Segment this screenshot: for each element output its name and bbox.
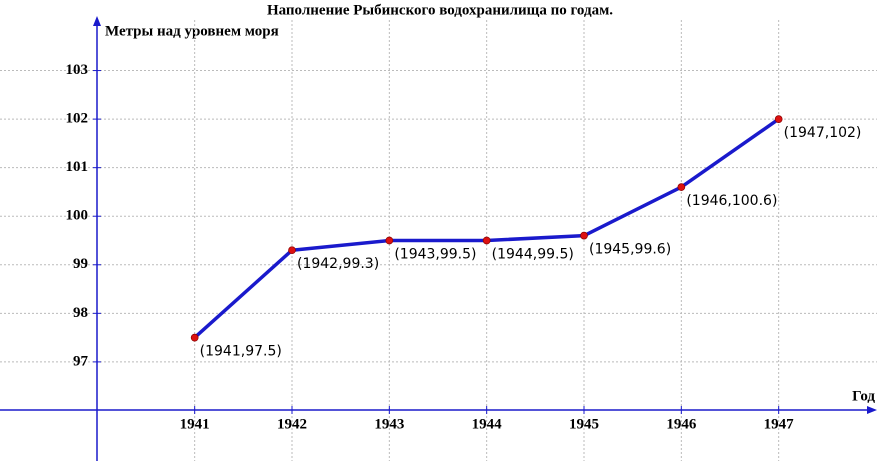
y-tick-label: 98 bbox=[73, 305, 88, 321]
data-label: (1946,100.6) bbox=[686, 193, 777, 209]
x-tick-label: 1945 bbox=[569, 416, 599, 432]
y-tick-label: 100 bbox=[66, 208, 89, 224]
x-tick-label: 1942 bbox=[277, 416, 307, 432]
data-label: (1945,99.6) bbox=[589, 242, 671, 258]
y-tick-label: 103 bbox=[66, 62, 89, 78]
point bbox=[288, 246, 296, 255]
data-label: (1943,99.5) bbox=[394, 247, 476, 263]
point bbox=[482, 236, 491, 245]
x-axis-label: Год bbox=[852, 388, 875, 404]
x-tick-label: 1941 bbox=[180, 416, 210, 432]
x-tick-label: 1946 bbox=[666, 416, 697, 432]
point bbox=[190, 333, 199, 342]
point bbox=[580, 231, 588, 240]
point bbox=[385, 236, 394, 245]
data-label: (1941,97.5) bbox=[200, 344, 282, 360]
x-axis-arrow bbox=[867, 406, 877, 414]
y-tick-label: 101 bbox=[66, 159, 89, 175]
y-tick-label: 97 bbox=[73, 353, 89, 369]
y-tick-label: 102 bbox=[66, 111, 89, 127]
y-axis-label: Метры над уровнем моря bbox=[105, 23, 279, 39]
x-tick-label: 1943 bbox=[374, 416, 404, 432]
y-tick-label: 99 bbox=[73, 256, 88, 272]
point bbox=[774, 115, 783, 123]
y-axis-arrow bbox=[93, 16, 101, 26]
data-label: (1947,102) bbox=[784, 125, 862, 141]
data-label: (1942,99.3) bbox=[297, 256, 379, 272]
point bbox=[677, 183, 686, 191]
chart-title: Наполнение Рыбинского водохранилища по г… bbox=[267, 2, 613, 18]
x-tick-label: 1944 bbox=[472, 416, 503, 432]
x-tick-label: 1947 bbox=[764, 416, 795, 432]
data-label: (1944,99.5) bbox=[492, 247, 574, 263]
